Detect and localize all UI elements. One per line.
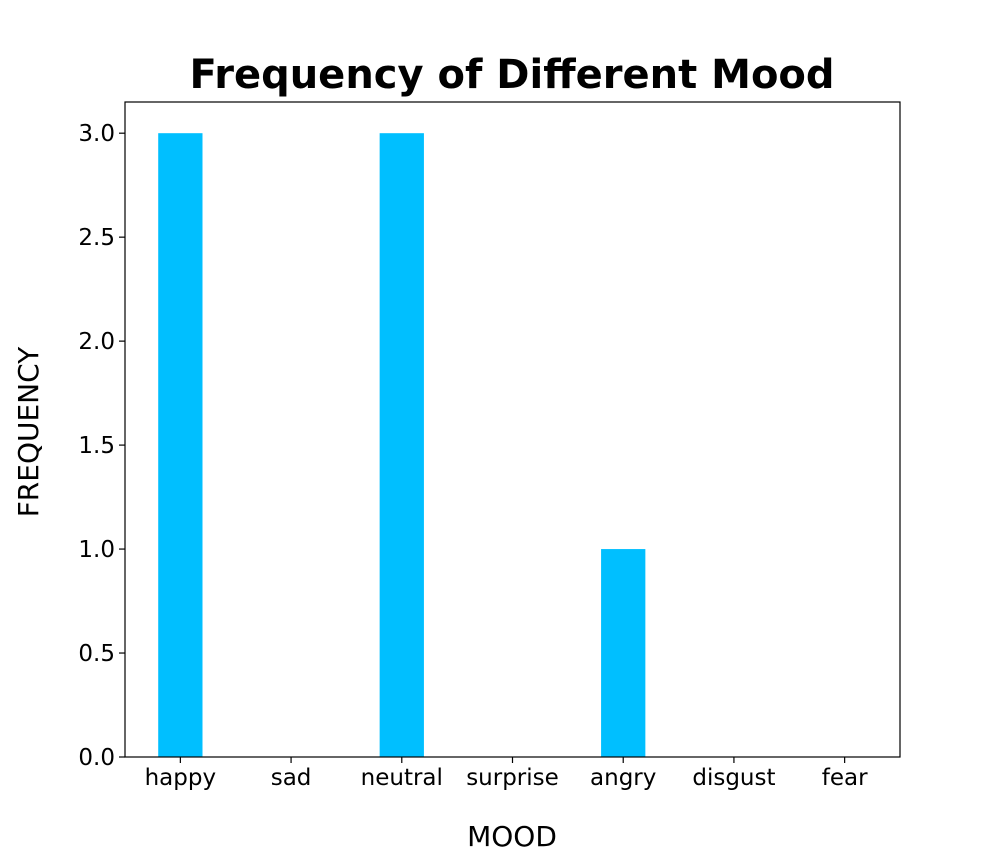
y-axis-label: FREQUENCY (12, 346, 45, 517)
y-tick-label: 3.0 (78, 121, 115, 147)
bar-angry (601, 549, 646, 757)
y-tick-label: 0.0 (78, 745, 115, 771)
y-tick-label: 2.5 (78, 225, 115, 251)
x-tick-label-disgust: disgust (692, 765, 775, 791)
y-tick-label: 0.5 (78, 641, 115, 667)
bar-neutral (379, 133, 424, 757)
y-tick-label: 1.5 (78, 433, 115, 459)
x-tick-label-angry: angry (590, 765, 656, 791)
plot-frame (124, 101, 901, 758)
y-tick-label: 1.0 (78, 537, 115, 563)
bar-happy (158, 133, 203, 757)
x-axis-label: MOOD (467, 820, 557, 850)
chart-title: Frequency of Different Mood (189, 52, 834, 98)
x-tick-label-surprise: surprise (466, 765, 559, 791)
y-axis-ticks: 0.0 0.5 1.0 1.5 2.0 2.5 3.0 (78, 121, 125, 771)
y-tick-label: 2.0 (78, 329, 115, 355)
bars-group (158, 133, 646, 757)
x-tick-label-fear: fear (822, 765, 868, 791)
x-tick-label-neutral: neutral (361, 765, 443, 791)
x-axis-ticks: happy sad neutral surprise angry disgust fear (145, 757, 868, 791)
x-tick-label-happy: happy (145, 765, 216, 791)
x-tick-label-sad: sad (271, 765, 312, 791)
